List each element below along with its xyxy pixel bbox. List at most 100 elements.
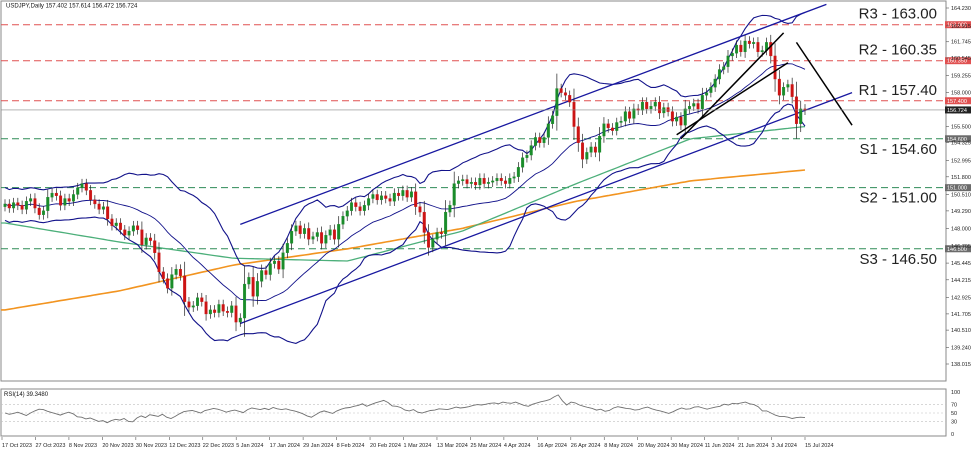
candle-bull xyxy=(24,201,28,210)
candle-bear xyxy=(611,127,614,131)
candle-bull xyxy=(71,194,75,202)
trendline-up-2 xyxy=(676,62,789,136)
candle-bear xyxy=(89,190,93,201)
time-tick-label: 4 Apr 2024 xyxy=(504,443,531,449)
candle-bull xyxy=(726,55,730,67)
price-tick-label: 150.510 xyxy=(951,192,971,198)
candle-bull xyxy=(285,243,289,253)
candle-bull xyxy=(683,108,687,126)
candlesticks xyxy=(3,34,807,337)
rsi-tick-label: 100 xyxy=(951,390,960,396)
level-label-s3: S3 - 146.50 xyxy=(859,251,937,268)
rsi-panel xyxy=(0,388,947,437)
candle-bear xyxy=(332,229,336,240)
candle-bear xyxy=(106,206,110,220)
candle-bull xyxy=(700,95,704,110)
candle-bull xyxy=(478,178,482,186)
candle-bull xyxy=(486,182,490,184)
candle-bull xyxy=(713,78,717,88)
level-label-s1: S1 - 154.60 xyxy=(859,141,937,158)
candle-bear xyxy=(298,225,302,234)
candle-bull xyxy=(692,103,696,107)
candle-bear xyxy=(769,42,773,57)
candle-bull xyxy=(46,197,50,211)
time-tick-label: 20 Feb 2024 xyxy=(370,443,401,449)
candle-bull xyxy=(294,225,298,232)
candle-bear xyxy=(670,111,674,122)
level-axis-value-r3: 163.000 xyxy=(947,23,967,29)
candle-bull xyxy=(208,309,212,315)
time-tick-label: 15 Jul 2024 xyxy=(805,443,833,449)
candle-bear xyxy=(563,92,567,96)
candle-bull xyxy=(341,216,345,225)
candle-bear xyxy=(645,101,649,110)
candle-bull xyxy=(640,101,644,111)
candle-bear xyxy=(499,178,503,182)
time-tick-label: 5 Jan 2024 xyxy=(236,443,263,449)
ma-orange-line xyxy=(1,169,806,311)
candle-bear xyxy=(465,179,469,184)
level-axis-tag-r1 xyxy=(945,97,971,105)
candle-bull xyxy=(50,192,54,198)
time-tick-label: 30 May 2024 xyxy=(671,443,703,449)
candle-bear xyxy=(320,232,324,244)
price-tick-label: 154.325 xyxy=(951,141,971,147)
candle-bull xyxy=(717,69,721,80)
candle-bull xyxy=(495,178,499,182)
candle-bear xyxy=(277,260,281,270)
time-tick-label: 25 Mar 2024 xyxy=(470,443,501,449)
level-axis-value-s2: 151.000 xyxy=(947,186,967,192)
candle-bear xyxy=(153,240,157,253)
candle-bull xyxy=(302,228,306,234)
candle-bull xyxy=(452,183,456,206)
price-tick-label: 148.000 xyxy=(951,226,971,232)
candle-bear xyxy=(388,198,392,202)
chart-header: USDJPY,Daily 157.402 157.614 156.472 156… xyxy=(6,4,138,10)
candle-bear xyxy=(803,108,807,111)
candle-bear xyxy=(59,195,63,206)
candle-bear xyxy=(7,203,11,209)
candle-bull xyxy=(392,192,396,202)
candle-bull xyxy=(516,167,520,177)
candle-bull xyxy=(255,281,259,297)
level-axis-value-s1: 154.600 xyxy=(947,137,967,143)
candle-bear xyxy=(67,198,71,202)
candle-bull xyxy=(619,120,623,123)
time-tick-label: 8 Nov 2023 xyxy=(69,443,97,449)
rsi-header: RSI(14) 39.3480 xyxy=(4,392,49,398)
candle-bull xyxy=(243,283,247,319)
candle-bull xyxy=(525,154,529,158)
candle-bear xyxy=(628,111,632,119)
bb-upper xyxy=(4,11,806,269)
candle-bull xyxy=(615,122,619,131)
candle-bear xyxy=(16,202,20,206)
level-axis-tag-s3 xyxy=(945,245,971,253)
candle-bear xyxy=(33,198,37,209)
time-tick-label: 30 Nov 2023 xyxy=(136,443,167,449)
candle-bull xyxy=(238,317,242,323)
candle-bull xyxy=(379,195,383,201)
level-label-s2: S2 - 151.00 xyxy=(859,190,937,207)
candle-bear xyxy=(123,229,127,236)
candle-bull xyxy=(456,180,460,184)
candle-bear xyxy=(37,207,41,215)
candle-bull xyxy=(170,274,174,289)
price-tick-label: 141.705 xyxy=(951,312,971,318)
candle-bull xyxy=(328,229,332,236)
rsi-tick-label: 50 xyxy=(951,411,957,417)
candle-bull xyxy=(448,205,452,213)
price-tick-label: 160.545 xyxy=(951,56,971,62)
level-axis-value-r1: 157.400 xyxy=(947,99,967,105)
candle-bull xyxy=(127,230,131,236)
candle-bull xyxy=(752,42,756,44)
level-label-r3: R3 - 163.00 xyxy=(859,6,937,23)
candle-bear xyxy=(414,191,418,207)
candle-bear xyxy=(439,232,443,234)
time-axis: 17 Oct 2023 27 Oct 2023 8 Nov 2023 20 Nov 2… xyxy=(1,437,833,449)
candle-bull xyxy=(431,239,435,248)
candle-bull xyxy=(80,183,84,188)
candle-bear xyxy=(20,205,24,210)
level-axis-tag-r2 xyxy=(945,57,971,65)
candle-bull xyxy=(311,236,315,240)
